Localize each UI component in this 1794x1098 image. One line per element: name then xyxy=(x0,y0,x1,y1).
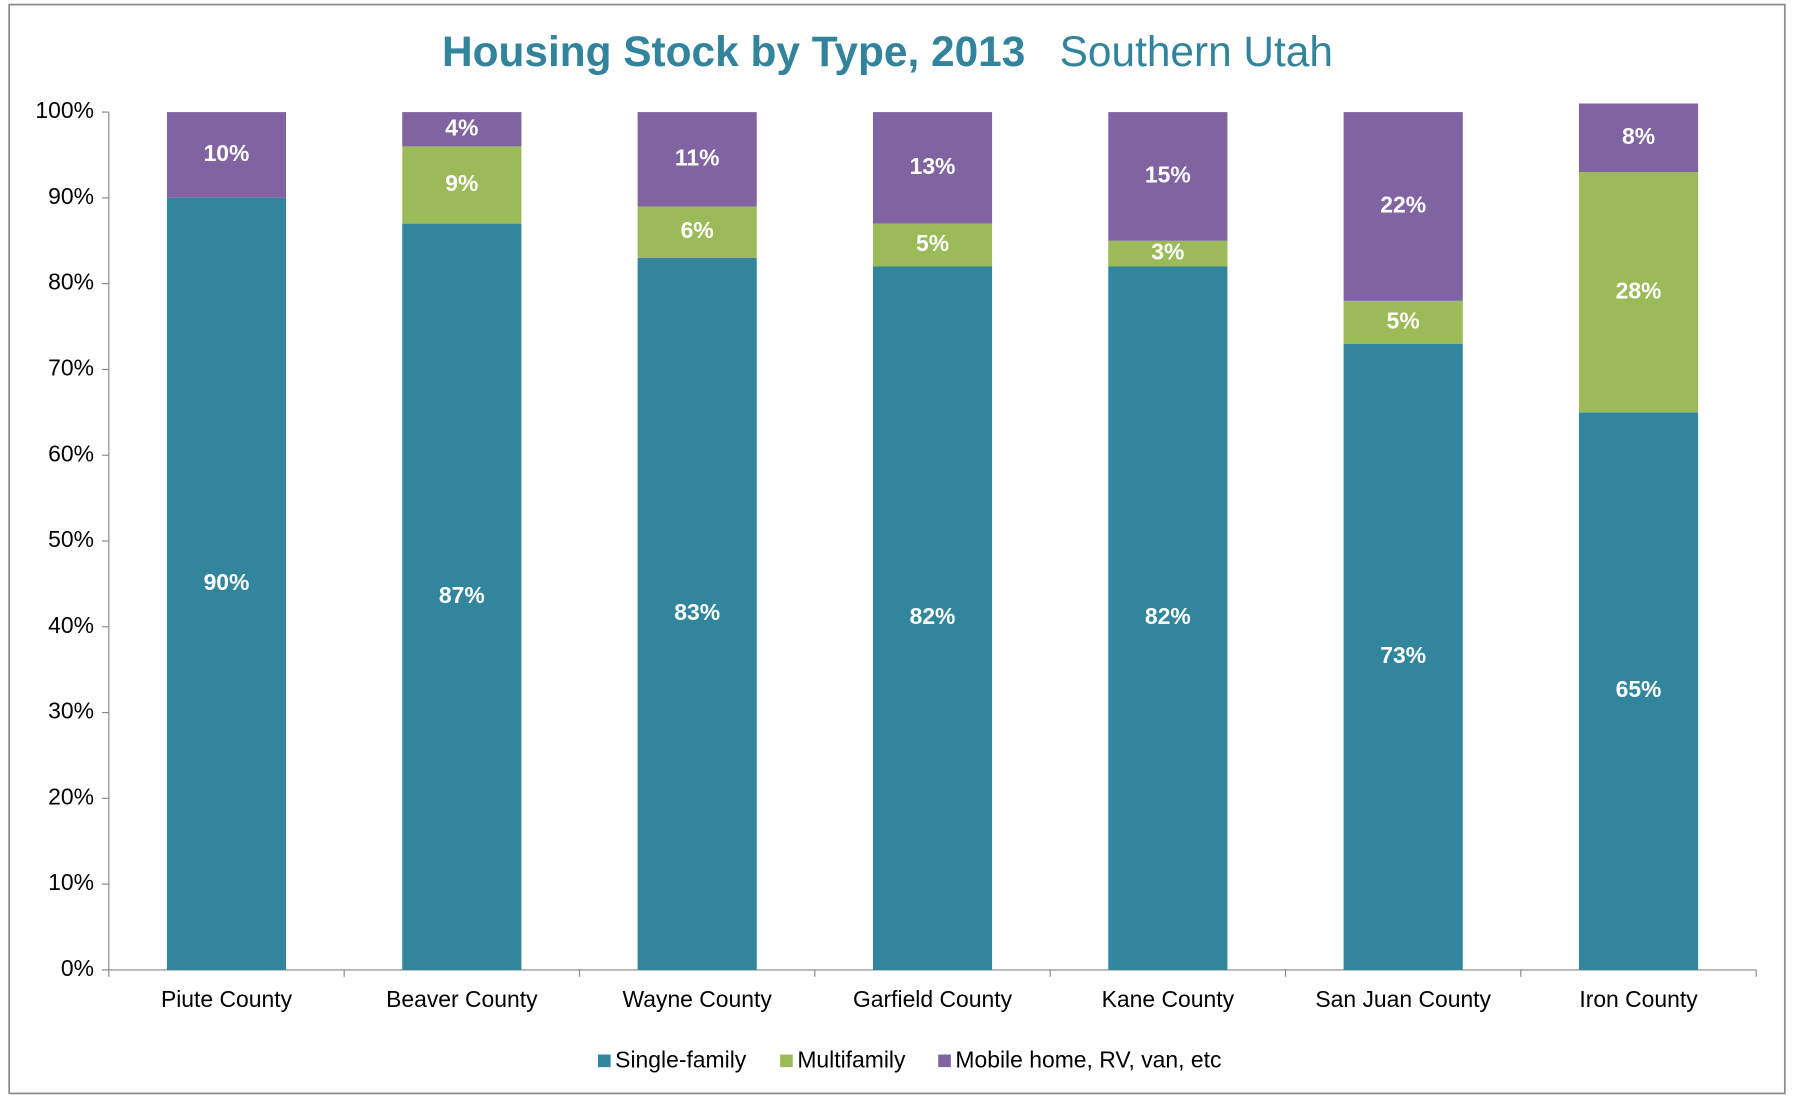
bar-segment xyxy=(1108,240,1228,267)
data-label: 8% xyxy=(1622,123,1655,149)
y-tick-label: 100% xyxy=(35,97,94,123)
x-tick-label: Beaver County xyxy=(386,986,538,1012)
data-label: 22% xyxy=(1380,192,1426,218)
data-label: 15% xyxy=(1145,161,1191,187)
data-label: 65% xyxy=(1616,676,1662,702)
y-tick-label: 60% xyxy=(48,440,94,466)
x-tick-label: Iron County xyxy=(1579,986,1698,1012)
bar-segment xyxy=(1108,266,1228,970)
bar-segment xyxy=(637,206,757,258)
x-tick-label: Wayne County xyxy=(623,986,773,1012)
data-label: 82% xyxy=(1145,603,1191,629)
data-label: 73% xyxy=(1380,642,1426,668)
data-label: 83% xyxy=(674,599,720,625)
bar-segment xyxy=(1578,103,1699,173)
y-tick-label: 70% xyxy=(48,354,94,380)
bar-segment xyxy=(402,146,522,224)
data-label: 9% xyxy=(445,170,478,196)
bar-segment xyxy=(1108,112,1228,241)
y-tick-label: 10% xyxy=(48,869,94,895)
data-label: 5% xyxy=(1387,307,1420,333)
data-label: 10% xyxy=(204,140,250,166)
data-label: 6% xyxy=(681,217,714,243)
legend-label: Multifamily xyxy=(797,1046,906,1072)
y-tick-label: 80% xyxy=(48,269,94,295)
data-label: 5% xyxy=(916,230,949,256)
chart-title: Housing Stock by Type, 2013 xyxy=(442,28,1025,75)
bar-segment xyxy=(637,257,757,970)
bar-segment xyxy=(1578,412,1699,970)
x-tick-label: San Juan County xyxy=(1315,986,1491,1012)
x-tick-label: Kane County xyxy=(1102,986,1235,1012)
bar-segment xyxy=(402,112,522,147)
data-label: 28% xyxy=(1616,277,1662,303)
bar-segment xyxy=(166,197,287,970)
bar-segment xyxy=(1343,343,1463,970)
legend-swatch xyxy=(780,1054,793,1068)
data-label: 3% xyxy=(1151,239,1184,265)
bar-segment xyxy=(1578,172,1699,413)
bar-segment xyxy=(1343,300,1463,344)
bar-segment xyxy=(872,112,993,224)
x-tick-label: Piute County xyxy=(161,986,293,1012)
data-label: 13% xyxy=(910,153,956,179)
legend-label: Mobile home, RV, van, etc xyxy=(955,1046,1221,1072)
x-tick-label: Garfield County xyxy=(853,986,1013,1012)
y-tick-label: 50% xyxy=(48,526,94,552)
y-tick-label: 30% xyxy=(48,698,94,724)
bar-segment xyxy=(166,112,287,198)
legend-swatch xyxy=(938,1054,951,1068)
bar-segment xyxy=(402,223,522,970)
y-tick-label: 40% xyxy=(48,612,94,638)
bar-segment xyxy=(637,112,757,207)
data-label: 90% xyxy=(204,569,250,595)
bar-segment xyxy=(1343,112,1463,301)
data-label: 4% xyxy=(445,114,478,140)
data-label: 82% xyxy=(910,603,956,629)
data-label: 11% xyxy=(675,144,720,170)
legend-swatch xyxy=(598,1054,611,1068)
bar-segment xyxy=(872,223,993,267)
y-tick-label: 90% xyxy=(48,183,94,209)
y-tick-label: 0% xyxy=(61,955,94,981)
y-tick-label: 20% xyxy=(48,783,94,809)
legend-label: Single-family xyxy=(615,1046,747,1072)
data-label: 87% xyxy=(439,582,485,608)
chart-subtitle: Southern Utah xyxy=(1060,28,1333,75)
bar-segment xyxy=(872,266,993,970)
